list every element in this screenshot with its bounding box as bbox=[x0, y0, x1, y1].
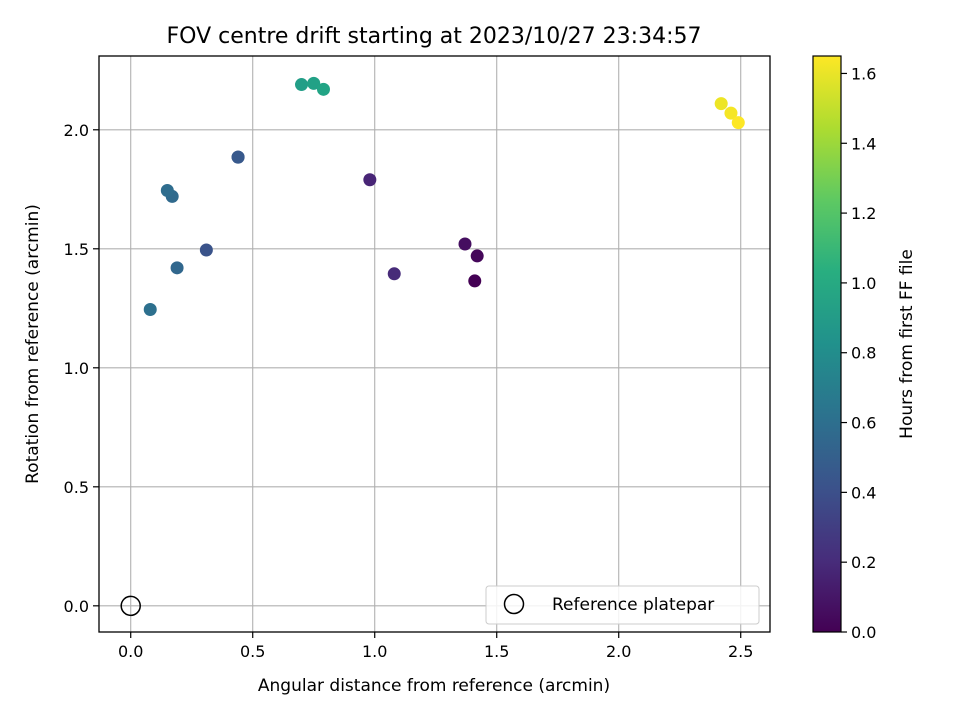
colorbar-label: Hours from first FF file bbox=[897, 249, 917, 439]
x-axis-ticks: 0.0 0.5 1.0 1.5 2.0 2.5 bbox=[118, 632, 753, 661]
data-point bbox=[143, 302, 157, 316]
legend-box bbox=[485, 585, 760, 625]
y-tick-label: 1.5 bbox=[64, 240, 89, 259]
colorbar-tick-label: 0.8 bbox=[851, 344, 876, 363]
y-axis-ticks: 0.0 0.5 1.0 1.5 2.0 bbox=[64, 121, 99, 616]
colorbar: 0.0 0.2 0.4 0.6 0.8 1.0 1.2 1.4 1.6 Hours from f… bbox=[812, 55, 917, 642]
x-tick-label: 1.0 bbox=[362, 642, 387, 661]
x-tick-label: 1.5 bbox=[484, 642, 509, 661]
colorbar-tick-label: 1.6 bbox=[851, 64, 876, 83]
x-tick-label: 2.0 bbox=[606, 642, 631, 661]
y-tick-label: 0.0 bbox=[64, 597, 89, 616]
colorbar-tick-label: 1.4 bbox=[851, 134, 876, 153]
data-point bbox=[363, 173, 377, 187]
y-tick-label: 0.5 bbox=[64, 478, 89, 497]
x-tick-label: 2.5 bbox=[728, 642, 753, 661]
colorbar-tick-label: 0.4 bbox=[851, 483, 876, 502]
colorbar-tick-label: 0.6 bbox=[851, 414, 876, 433]
data-point bbox=[199, 243, 213, 257]
data-point bbox=[714, 97, 728, 111]
data-point bbox=[231, 150, 245, 164]
y-axis-label: Rotation from reference (arcmin) bbox=[23, 204, 43, 484]
data-point bbox=[724, 106, 738, 120]
x-tick-label: 0.0 bbox=[118, 642, 143, 661]
colorbar-tick-label: 1.2 bbox=[851, 204, 876, 223]
legend: Reference platepar bbox=[485, 585, 760, 625]
x-axis-label: Angular distance from reference (arcmin) bbox=[258, 676, 610, 696]
colorbar-tick-label: 0.2 bbox=[851, 553, 876, 572]
plot-frame bbox=[98, 55, 771, 633]
colorbar-ticks: 0.0 0.2 0.4 0.6 0.8 1.0 1.2 1.4 1.6 bbox=[841, 64, 876, 642]
y-tick-label: 1.0 bbox=[64, 359, 89, 378]
data-points bbox=[120, 76, 745, 617]
data-point bbox=[387, 267, 401, 281]
data-point bbox=[468, 274, 482, 288]
x-tick-label: 0.5 bbox=[240, 642, 265, 661]
colorbar-tick-label: 1.0 bbox=[851, 274, 876, 293]
data-point bbox=[170, 261, 184, 275]
colorbar-gradient bbox=[812, 55, 842, 633]
data-point bbox=[307, 76, 321, 90]
data-point bbox=[316, 82, 330, 96]
grid bbox=[99, 56, 770, 632]
legend-marker-reference-icon bbox=[503, 593, 525, 615]
data-point bbox=[295, 78, 309, 92]
data-point bbox=[458, 237, 472, 251]
y-tick-label: 2.0 bbox=[64, 121, 89, 140]
data-point bbox=[160, 183, 174, 197]
reference-platepar-marker bbox=[120, 595, 141, 617]
data-point bbox=[470, 249, 484, 263]
data-point bbox=[731, 116, 745, 130]
chart-title: FOV centre drift starting at 2023/10/27 … bbox=[167, 24, 702, 49]
colorbar-tick-label: 0.0 bbox=[851, 623, 876, 642]
legend-label: Reference platepar bbox=[552, 595, 714, 615]
